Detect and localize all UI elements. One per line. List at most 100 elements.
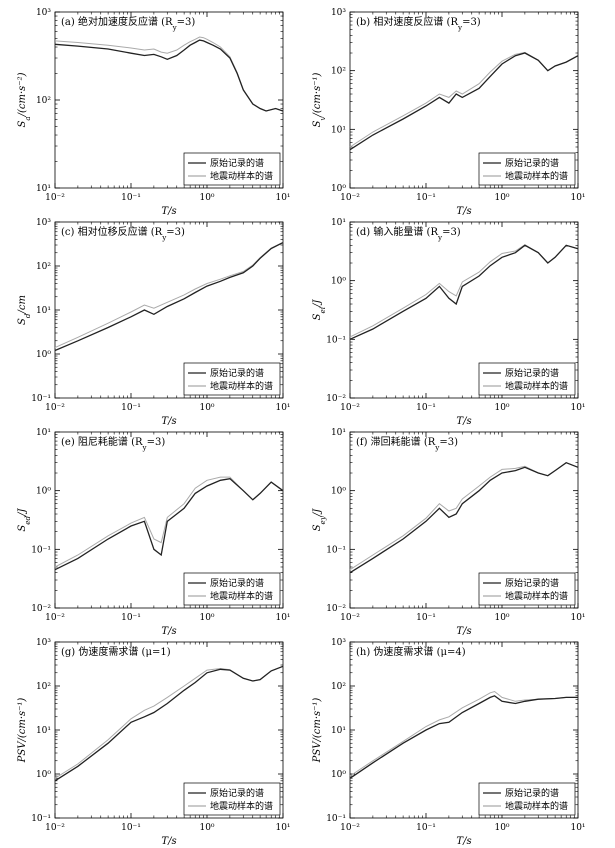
series-line [349,461,579,574]
y-tick-label: 10³ [36,8,51,18]
legend-box [478,572,576,606]
series-line [54,478,284,571]
x-axis-label: T/s [161,836,176,847]
series-line [54,665,284,779]
legend-entry: 地震动样本的谱 [210,170,273,182]
series-line [349,690,578,777]
x-tick-label: 10⁰ [494,403,509,413]
legend-entry: 原始记录的谱 [505,157,559,169]
legend-entry: 原始记录的谱 [210,157,264,169]
x-tick-label: 10⁻¹ [416,823,436,833]
legend-entry: 原始记录的谱 [505,577,559,589]
x-tick-label: 10⁻² [45,823,65,833]
x-axis-label: T/s [161,626,176,637]
x-tick-label: 10⁻¹ [416,613,436,623]
x-axis-label: T/s [456,416,471,427]
chart-c: 10⁻² 10⁻¹ 10⁰ 10¹10⁻¹10⁰10¹10²10³T/sSd/cm(c… [17,218,291,427]
y-tick-label: 10⁰ [36,770,51,780]
y-tick-label: 10³ [331,8,346,18]
y-tick-label: 10² [36,682,51,692]
y-axis-label: Sa/(cm·s⁻²) [17,72,32,127]
x-tick-label: 10⁻² [45,403,65,413]
plot-frame [54,431,284,609]
y-tick-label: 10⁰ [331,184,346,194]
y-tick-label: 10¹ [331,726,346,736]
x-tick-label: 10⁻¹ [121,613,141,623]
legend-entry: 地震动样本的谱 [505,590,568,602]
legend-entry: 原始记录的谱 [210,577,264,589]
x-tick-label: 10¹ [570,613,585,623]
y-tick-label: 10² [331,682,346,692]
series-line [349,244,579,340]
y-tick-label: 10⁻² [326,604,346,614]
chart-title: (a) 绝对加速度反应谱 (Ry=3) [61,15,195,32]
series-line [54,39,284,112]
y-tick-label: 10³ [36,638,51,648]
y-axis-label: Sv/(cm·s⁻¹) [312,73,327,128]
series-line [349,695,578,779]
y-tick-label: 10⁻¹ [326,545,346,555]
x-tick-label: 10⁻² [340,403,360,413]
y-tick-label: 10⁻¹ [326,335,346,345]
y-tick-label: 10¹ [36,428,51,438]
chart-h: 10⁻² 10⁻¹ 10⁰ 10¹10⁻¹10⁰10¹10²10³T/sPSV/(cm… [312,638,586,847]
x-tick-label: 10⁰ [199,613,214,623]
y-tick-label: 10⁻¹ [326,814,346,824]
chart-b: 10⁻² 10⁻¹ 10⁰ 10¹ 10⁰ 10¹ 10² 10³ T/s Sv/(cm·s⁻¹)… [312,8,586,217]
x-tick-label: 10¹ [275,613,290,623]
chart-f: 10⁻² 10⁻¹ 10⁰ 10¹ 10⁻² 10⁻¹ 10⁰ 10¹ T/s Sey/J (f) … [312,428,586,637]
x-tick-label: 10⁰ [494,193,509,203]
legend-entry: 原始记录的谱 [505,367,559,379]
x-tick-label: 10¹ [570,193,585,203]
y-tick-label: 10¹ [331,428,346,438]
legend-entry: 地震动样本的谱 [505,170,568,182]
x-tick-label: 10⁻¹ [121,403,141,413]
y-axis-label: Sey/J [312,508,327,532]
y-axis-label: Sd/cm [17,295,32,325]
series-line [54,242,284,352]
series-line [54,241,284,349]
legend-entry: 地震动样本的谱 [505,380,568,392]
plot-frame [349,221,579,399]
x-tick-label: 10¹ [570,403,585,413]
x-tick-label: 10⁻² [340,613,360,623]
y-tick-label: 10³ [331,638,346,648]
x-axis-label: T/s [161,416,176,427]
y-tick-label: 10⁰ [331,487,346,497]
x-tick-label: 10⁻² [45,613,65,623]
y-axis-label: PSV/(cm·s⁻¹) [312,698,323,764]
series-line [349,52,579,151]
chart-d: 10⁻² 10⁻¹ 10⁰ 10¹ 10⁻² 10⁻¹ 10⁰ 10¹ T/s Sei/J (d) … [312,218,586,427]
x-tick-label: 10¹ [275,193,290,203]
x-tick-label: 10⁰ [199,193,214,203]
x-tick-label: 10¹ [275,403,290,413]
x-tick-label: 10⁰ [494,613,509,623]
x-tick-label: 10⁰ [199,823,214,833]
chart-title: (d) 输入能量谱 (Ry=3) [356,225,461,242]
y-tick-label: 10¹ [36,184,51,194]
chart-g: 10⁻² 10⁻¹ 10⁰ 10¹10⁻¹10⁰10¹10²10³T/sPSV/(cm… [17,638,291,847]
legend-box [478,362,576,396]
y-tick-label: 10⁰ [36,350,51,360]
y-tick-label: 10⁰ [36,487,51,497]
series-line [349,462,579,571]
legend-entry: 地震动样本的谱 [210,590,273,602]
chart-e: 10⁻² 10⁻¹ 10⁰ 10¹ 10⁻² 10⁻¹ 10⁰ 10¹ T/s Sed/J (e) … [17,428,291,637]
x-tick-label: 10⁻¹ [121,193,141,203]
legend-entry: 原始记录的谱 [210,787,264,799]
chart-title: (e) 阻尼耗能谱 (Ry=3) [61,435,165,452]
legend-box [183,362,281,396]
plot-frame [349,11,579,189]
x-axis-label: T/s [456,836,471,847]
x-axis-label: T/s [456,626,471,637]
legend-entry: 地震动样本的谱 [210,380,273,392]
x-tick-label: 10⁻¹ [416,193,436,203]
legend-box [183,152,281,186]
series-line [54,36,284,112]
x-tick-label: 10⁻² [45,193,65,203]
chart-title: (b) 相对速度反应谱 (Ry=3) [356,15,481,32]
x-tick-label: 10⁻² [340,823,360,833]
x-axis-label: T/s [456,206,471,217]
y-tick-label: 10⁰ [331,770,346,780]
legend-entry: 地震动样本的谱 [210,800,273,812]
